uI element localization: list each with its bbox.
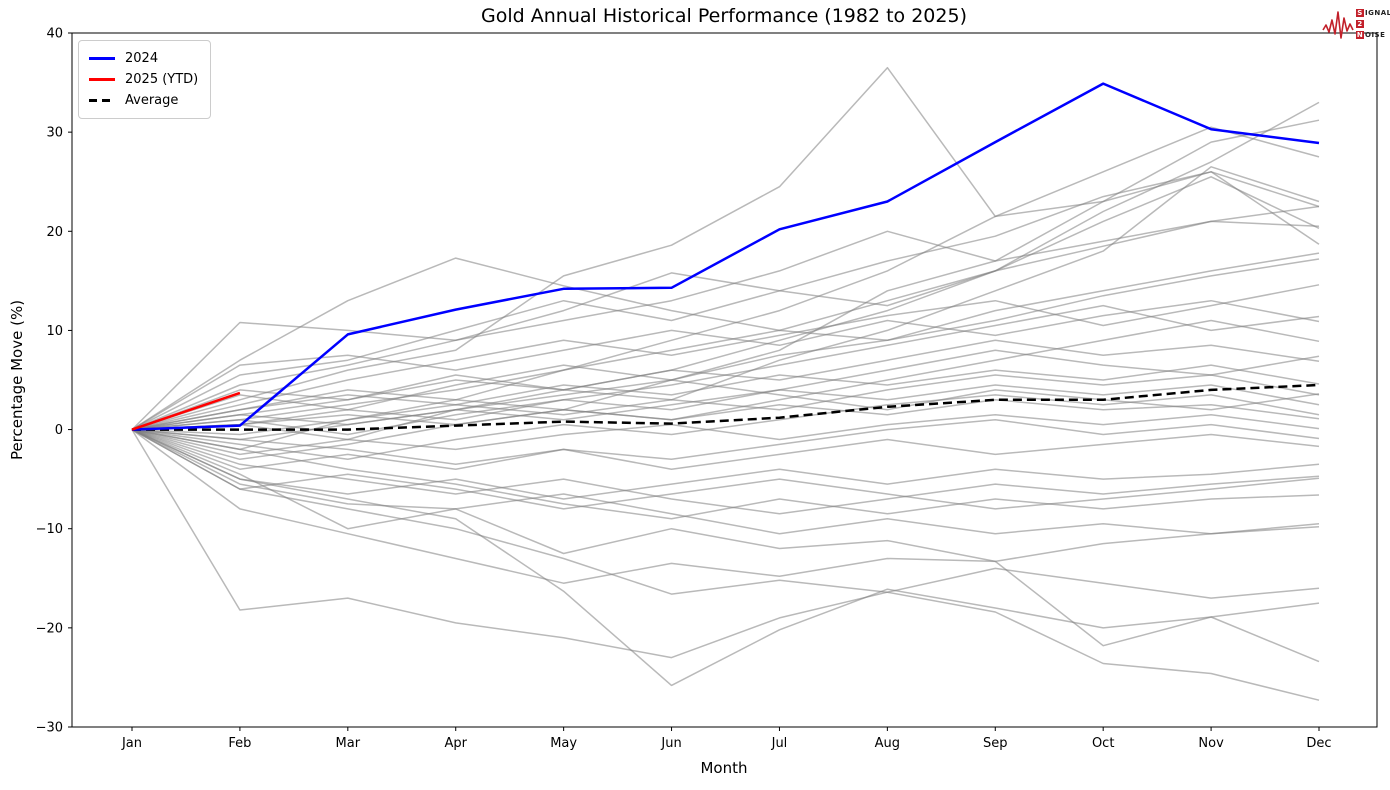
y-tick-label: −30	[36, 720, 63, 735]
logo-text: S IGNAL 2 N OISE	[1356, 7, 1390, 40]
chart-title: Gold Annual Historical Performance (1982…	[481, 5, 967, 27]
logo-badge-n: N	[1356, 30, 1364, 39]
y-tick-label: 10	[46, 324, 63, 339]
historical-year-line	[131, 413, 1320, 456]
historical-year-line	[131, 299, 1320, 431]
line-2025-ytd	[131, 391, 241, 431]
x-tick-label: Sep	[983, 736, 1008, 751]
logo-badge-2: 2	[1356, 19, 1364, 28]
x-tick-label: Mar	[336, 736, 361, 751]
historical-year-line	[131, 176, 1320, 431]
legend-swatch-2024	[89, 57, 115, 60]
legend-item-average: Average	[89, 90, 198, 111]
legend-label-average: Average	[125, 93, 179, 108]
x-axis-label: Month	[700, 759, 748, 777]
logo-waveform-icon	[1322, 11, 1354, 39]
historical-year-line	[131, 428, 1320, 687]
historical-year-line	[131, 428, 1320, 500]
average-line	[132, 383, 1320, 431]
legend-swatch-average	[89, 99, 115, 102]
logo-signal-text: IGNAL	[1365, 8, 1390, 17]
historical-year-line	[131, 166, 1320, 441]
historical-year-line	[131, 428, 1320, 535]
x-tick-label: Feb	[228, 736, 251, 751]
historical-year-line	[131, 364, 1320, 431]
x-tick-label: Jan	[121, 736, 142, 751]
logo-badge-s: S	[1356, 8, 1364, 17]
historical-year-line	[131, 349, 1320, 436]
historical-year-line	[131, 428, 1320, 563]
legend-item-2025: 2025 (YTD)	[89, 69, 198, 90]
logo-row-2: 2	[1356, 18, 1390, 29]
x-tick-label: Apr	[444, 736, 467, 751]
historical-year-line	[131, 399, 1320, 431]
historical-year-line	[131, 384, 1320, 431]
legend-label-2025: 2025 (YTD)	[125, 72, 199, 87]
historical-year-line	[131, 119, 1320, 451]
historical-year-line	[131, 374, 1320, 436]
axes-frame	[71, 32, 1378, 728]
historical-year-line	[131, 284, 1320, 431]
historical-year-line	[131, 258, 1320, 441]
x-tick-label: Oct	[1092, 736, 1114, 751]
historical-year-line	[131, 171, 1320, 431]
line-2024	[131, 82, 1320, 431]
y-tick-label: 0	[55, 423, 63, 438]
historical-year-line	[131, 428, 1320, 510]
y-axis-label: Percentage Move (%)	[8, 299, 26, 461]
logo-noise-text: OISE	[1365, 30, 1386, 39]
historical-year-line	[131, 428, 1320, 520]
legend-item-2024: 2024	[89, 48, 198, 69]
historical-year-line	[131, 205, 1320, 431]
y-tick-label: −10	[36, 522, 63, 537]
logo-row-noise: N OISE	[1356, 29, 1390, 40]
historical-year-line	[131, 429, 1320, 701]
historical-year-line	[131, 126, 1320, 431]
historical-year-line	[131, 101, 1320, 431]
x-tick-label: Dec	[1306, 736, 1331, 751]
historical-year-line	[131, 428, 1320, 515]
historical-year-line	[131, 66, 1320, 431]
historical-year-line	[131, 428, 1320, 663]
historical-year-line	[131, 319, 1320, 461]
historical-year-line	[131, 364, 1320, 431]
legend-label-2024: 2024	[125, 51, 159, 66]
y-tick-label: 40	[46, 26, 63, 41]
x-tick-label: Nov	[1198, 736, 1224, 751]
x-tick-label: Aug	[875, 736, 900, 751]
historical-year-line	[131, 339, 1320, 431]
x-tick-label: Jun	[660, 736, 681, 751]
historical-year-line	[131, 428, 1320, 599]
logo-row-signal: S IGNAL	[1356, 7, 1390, 18]
historical-year-line	[131, 220, 1320, 431]
signal2noise-logo: S IGNAL 2 N OISE	[1322, 4, 1390, 46]
historical-year-line	[131, 428, 1320, 470]
y-tick-label: 20	[46, 225, 63, 240]
y-tick-label: 30	[46, 126, 63, 141]
legend: 2024 2025 (YTD) Average	[78, 40, 212, 119]
x-tick-label: May	[550, 736, 577, 751]
x-tick-label: Jul	[771, 736, 788, 751]
legend-swatch-2025	[89, 78, 115, 81]
historical-year-line	[131, 418, 1320, 470]
y-tick-label: −20	[36, 621, 63, 636]
